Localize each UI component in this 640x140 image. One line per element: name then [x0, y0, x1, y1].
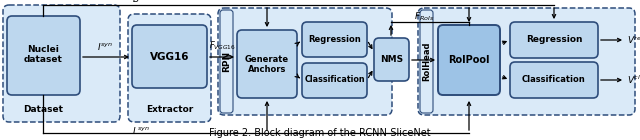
- Text: Generate: Generate: [245, 55, 289, 65]
- Text: Anchors: Anchors: [248, 66, 286, 74]
- Text: $I^{syn}$: $I^{syn}$: [97, 41, 113, 52]
- Text: dataset: dataset: [24, 54, 63, 64]
- Text: $B^{syn}$: $B^{syn}$: [132, 0, 152, 4]
- FancyBboxPatch shape: [302, 63, 367, 98]
- FancyBboxPatch shape: [237, 30, 297, 98]
- FancyBboxPatch shape: [510, 62, 598, 98]
- Text: Extractor: Extractor: [146, 106, 193, 115]
- FancyBboxPatch shape: [218, 8, 392, 115]
- Text: $V^{cls}$: $V^{cls}$: [627, 74, 640, 86]
- Text: Dataset: Dataset: [24, 106, 63, 115]
- FancyBboxPatch shape: [510, 22, 598, 58]
- Text: $V^{reg}$: $V^{reg}$: [627, 34, 640, 46]
- Text: RoIHead: RoIHead: [422, 41, 431, 81]
- Text: $F_{VGG16}$: $F_{VGG16}$: [209, 39, 236, 52]
- FancyBboxPatch shape: [132, 25, 207, 88]
- Text: RoIPool: RoIPool: [448, 55, 490, 65]
- Text: Classification: Classification: [304, 75, 365, 85]
- Text: $L^{syn}$: $L^{syn}$: [132, 125, 150, 136]
- FancyBboxPatch shape: [374, 38, 409, 81]
- FancyBboxPatch shape: [302, 22, 367, 57]
- FancyBboxPatch shape: [7, 16, 80, 95]
- Text: Nuclei: Nuclei: [28, 45, 60, 53]
- FancyBboxPatch shape: [418, 8, 635, 115]
- Text: $F_{RoIs}$: $F_{RoIs}$: [414, 10, 434, 23]
- FancyBboxPatch shape: [128, 14, 211, 122]
- FancyBboxPatch shape: [420, 10, 433, 113]
- Text: Figure 2. Block diagram of the RCNN-SliceNet: Figure 2. Block diagram of the RCNN-Slic…: [209, 128, 431, 138]
- Text: Regression: Regression: [525, 36, 582, 45]
- FancyBboxPatch shape: [3, 5, 120, 122]
- FancyBboxPatch shape: [220, 10, 233, 113]
- Text: VGG16: VGG16: [150, 52, 189, 62]
- Text: NMS: NMS: [380, 55, 403, 65]
- Text: Classification: Classification: [522, 75, 586, 85]
- Text: Regression: Regression: [308, 36, 361, 45]
- Text: RPN: RPN: [222, 50, 231, 72]
- FancyBboxPatch shape: [438, 25, 500, 95]
